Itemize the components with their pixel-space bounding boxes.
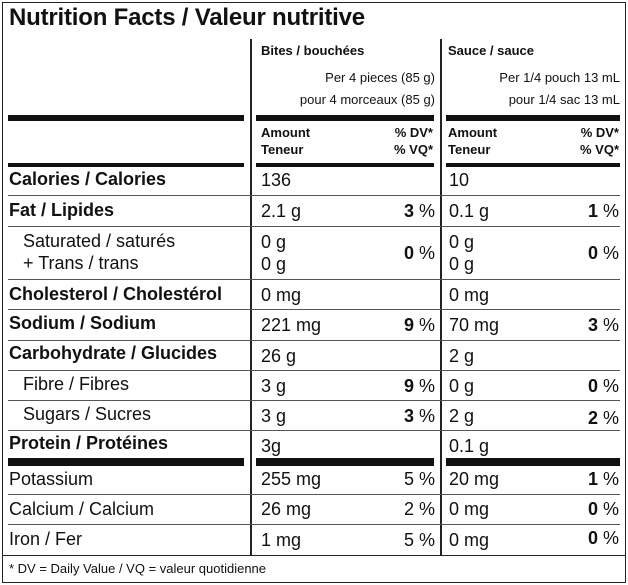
iron-bites-amount: 1 mg <box>261 530 302 550</box>
carbohydrate-label: Carbohydrate / Glucides <box>9 343 218 363</box>
fat-sauce-amount: 0.1 g <box>449 201 490 221</box>
protein-bites-amount: 3g <box>261 436 282 456</box>
divider-bar <box>256 163 434 167</box>
calcium-sauce-dv: 0 % <box>587 499 619 519</box>
saturated-sauce-amount: 0 g <box>449 232 475 252</box>
potassium-sauce-dv: 1 % <box>587 469 619 489</box>
row-divider <box>8 340 620 341</box>
sodium-bites-amount: 221 mg <box>261 315 322 335</box>
iron-sauce-dv: 0 % <box>587 528 619 548</box>
row-divider <box>8 430 620 431</box>
saturated-bites-amount: 0 g <box>261 232 287 252</box>
page-title: Nutrition Facts / Valeur nutritive <box>9 4 365 31</box>
bites-column-title: Bites / bouchées <box>261 43 365 58</box>
sodium-sauce-amount: 70 mg <box>449 315 500 335</box>
saturated-sauce-dv: 0 % <box>587 243 619 263</box>
row-divider <box>8 524 620 525</box>
divider-bar <box>446 115 620 121</box>
footnote-divider <box>3 555 625 556</box>
cholesterol-label: Cholesterol / Cholestérol <box>9 284 223 304</box>
row-divider <box>8 279 620 280</box>
bites-serving-fr: pour 4 morceaux (85 g) <box>299 92 435 107</box>
column-divider-right <box>440 39 442 555</box>
divider-bar <box>8 458 244 466</box>
cholesterol-bites-amount: 0 mg <box>261 285 302 305</box>
sauce-amount-header: Amount Teneur <box>448 125 498 157</box>
calories-bites-amount: 136 <box>261 170 292 190</box>
sugars-sauce-dv: 2 % <box>587 408 619 428</box>
fibre-sauce-dv: 0 % <box>587 376 619 396</box>
trans-label: + Trans / trans <box>23 253 139 273</box>
sauce-column-title: Sauce / sauce <box>448 43 534 58</box>
potassium-bites-dv: 5 % <box>403 469 435 489</box>
carbohydrate-sauce-amount: 2 g <box>449 346 475 366</box>
row-divider <box>8 226 620 227</box>
fat-bites-amount: 2.1 g <box>261 201 302 221</box>
fat-bites-dv: 3 % <box>403 201 435 221</box>
potassium-sauce-amount: 20 mg <box>449 469 500 489</box>
iron-sauce-amount: 0 mg <box>449 530 490 550</box>
sauce-serving-fr: pour 1/4 sac 13 mL <box>508 92 620 107</box>
divider-bar <box>446 163 620 167</box>
protein-label: Protein / Protéines <box>9 433 169 453</box>
divider-bar <box>256 458 434 466</box>
calcium-bites-amount: 26 mg <box>261 499 312 519</box>
fibre-bites-dv: 9 % <box>403 376 435 396</box>
divider-bar <box>8 115 244 121</box>
sugars-bites-amount: 3 g <box>261 406 287 426</box>
bites-dv-header: % DV*% VQ* <box>393 125 433 157</box>
calcium-bites-dv: 2 % <box>403 499 435 519</box>
sauce-serving-en: Per 1/4 pouch 13 mL <box>499 70 620 85</box>
fibre-label: Fibre / Fibres <box>23 374 130 394</box>
bites-amount-header: Amount Teneur <box>261 125 311 157</box>
footnote: * DV = Daily Value / VQ = valeur quotidi… <box>9 561 267 576</box>
protein-sauce-amount: 0.1 g <box>449 436 490 456</box>
row-divider <box>8 195 620 196</box>
sodium-label: Sodium / Sodium <box>9 313 156 333</box>
trans-bites-amount: 0 g <box>261 254 287 274</box>
potassium-label: Potassium <box>9 469 94 489</box>
row-divider <box>8 400 620 401</box>
saturated-bites-dv: 0 % <box>403 243 435 263</box>
iron-label: Iron / Fer <box>9 529 83 549</box>
sugars-bites-dv: 3 % <box>403 406 435 426</box>
sugars-sauce-amount: 2 g <box>449 406 475 426</box>
divider-bar <box>446 458 620 466</box>
iron-bites-dv: 5 % <box>403 530 435 550</box>
fibre-bites-amount: 3 g <box>261 376 287 396</box>
potassium-bites-amount: 255 mg <box>261 469 322 489</box>
carbohydrate-bites-amount: 26 g <box>261 346 297 366</box>
bites-serving-en: Per 4 pieces (85 g) <box>325 70 435 85</box>
sugars-label: Sugars / Sucres <box>23 404 152 424</box>
calcium-label: Calcium / Calcium <box>9 499 155 519</box>
row-divider <box>8 494 620 495</box>
saturated-label: Saturated / saturés <box>23 231 176 251</box>
sodium-bites-dv: 9 % <box>403 315 435 335</box>
calories-label: Calories / Calories <box>9 169 167 189</box>
trans-sauce-amount: 0 g <box>449 254 475 274</box>
calories-sauce-amount: 10 <box>449 170 470 190</box>
sauce-dv-header: % DV*% VQ* <box>579 125 619 157</box>
divider-bar <box>256 115 434 121</box>
row-divider <box>8 309 620 310</box>
fat-label: Fat / Lipides <box>9 200 115 220</box>
sodium-sauce-dv: 3 % <box>587 315 619 335</box>
fibre-sauce-amount: 0 g <box>449 376 475 396</box>
fat-sauce-dv: 1 % <box>587 201 619 221</box>
row-divider <box>8 370 620 371</box>
divider-bar <box>8 163 244 167</box>
calcium-sauce-amount: 0 mg <box>449 499 490 519</box>
cholesterol-sauce-amount: 0 mg <box>449 285 490 305</box>
column-divider-left <box>250 39 252 555</box>
